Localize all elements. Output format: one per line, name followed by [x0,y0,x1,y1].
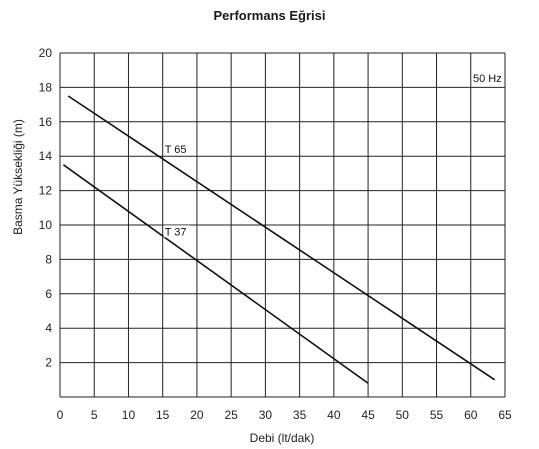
x-tick-label: 50 [396,408,410,422]
grid [59,52,506,398]
annotation-bg [472,73,503,85]
y-tick-label: 8 [45,252,52,266]
x-axis-label: Debi (lt/dak) [250,431,315,445]
series-label-bg [163,142,190,155]
y-tick-label: 18 [39,80,53,94]
y-tick-label: 16 [39,115,53,129]
y-tick-label: 10 [39,218,53,232]
series-line-t-37 [62,164,369,384]
y-axis-label: Basma Yüksekliği (m) [11,119,25,235]
y-tick-label: 6 [45,287,52,301]
tick-labels: 0 5 10 15 20 25 30 35 40 45 50 55 60 65 2 4 6 8 10 12 14 16 18… [39,46,512,422]
x-tick-label: 15 [156,408,170,422]
series-label: T 65 [165,144,187,156]
x-tick-label: 0 [57,408,64,422]
x-tick-label: 60 [464,408,478,422]
x-tick-label: 30 [259,408,273,422]
y-tick-label: 12 [39,184,53,198]
x-tick-label: 5 [91,408,98,422]
chart-title: Performans Eğrisi [213,8,326,23]
series-group: T 65 T 37 [62,95,496,384]
x-tick-label: 25 [224,408,238,422]
x-tick-label: 35 [293,408,307,422]
series-label-bg [163,225,190,238]
x-tick-label: 20 [190,408,204,422]
x-tick-label: 65 [498,408,512,422]
x-tick-label: 10 [122,408,136,422]
series-label: T 37 [165,226,187,238]
series-line-t-65 [67,95,496,381]
y-tick-label: 4 [45,321,52,335]
y-tick-label: 20 [39,46,53,60]
y-tick-label: 2 [45,356,52,370]
x-tick-label: 55 [430,408,444,422]
x-tick-label: 45 [361,408,375,422]
x-tick-label: 40 [327,408,341,422]
y-tick-label: 14 [39,149,53,163]
frequency-annotation: 50 Hz [473,73,502,85]
